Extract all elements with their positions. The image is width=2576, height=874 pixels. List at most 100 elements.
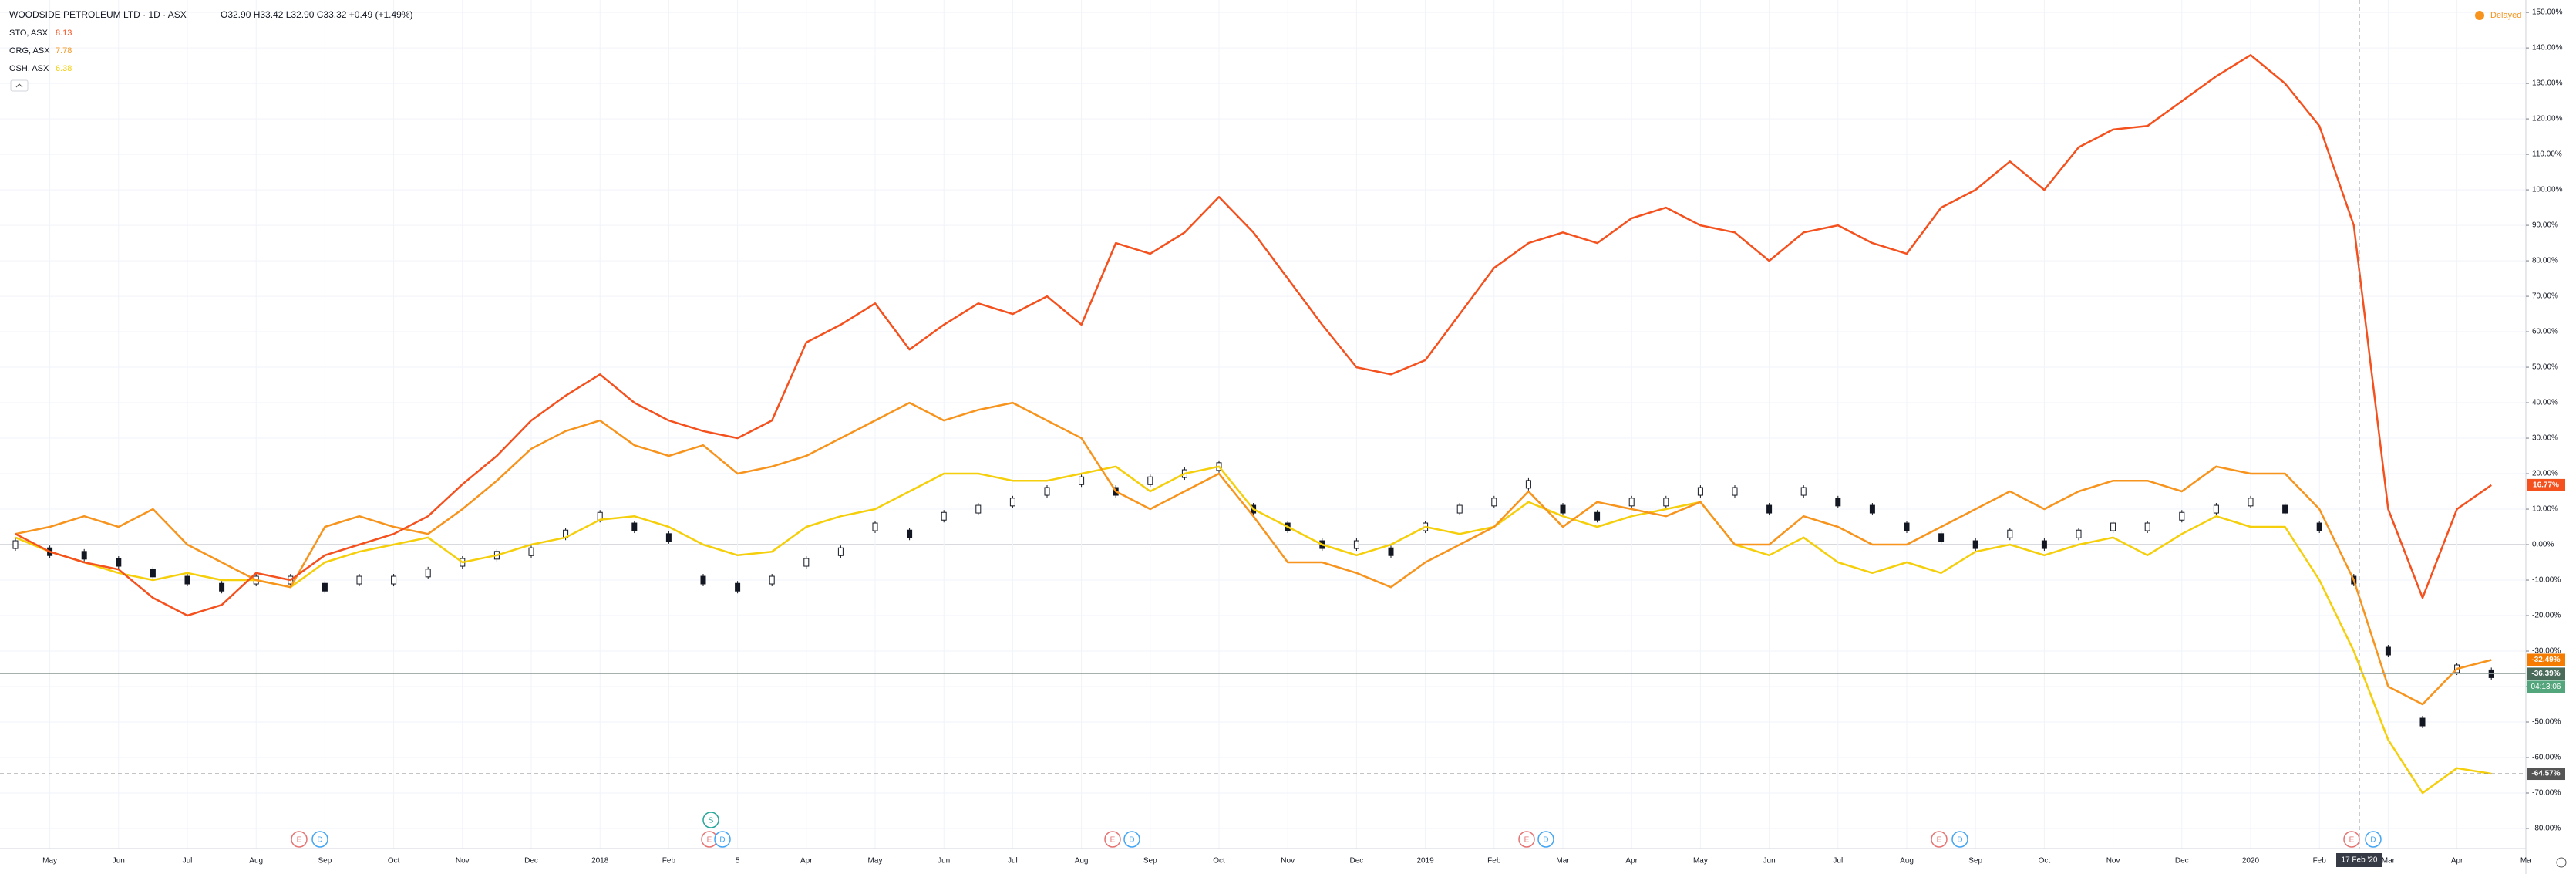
y-tick-label: 10.00%	[2532, 505, 2558, 514]
event-label: S	[709, 817, 714, 825]
y-tick-label: 150.00%	[2532, 8, 2563, 17]
last-value-tag	[2527, 768, 2565, 781]
collapse-icon	[15, 83, 23, 88]
x-tick-label: Dec	[2175, 857, 2189, 866]
candle	[356, 575, 362, 585]
x-tick-label: Nov	[2106, 857, 2120, 866]
event-label: E	[2349, 836, 2355, 845]
x-tick-label: Jul	[183, 857, 193, 866]
candle	[184, 575, 190, 585]
chart-title: WOODSIDE PETROLEUM LTD · 1D · ASX	[9, 9, 187, 20]
candle	[2110, 522, 2116, 531]
candle	[2007, 529, 2013, 538]
candle	[1560, 504, 1566, 514]
settings-icon[interactable]	[2556, 857, 2567, 868]
candle	[1456, 504, 1463, 514]
y-tick-label: -80.00%	[2532, 825, 2561, 833]
last-value-tag	[2527, 478, 2565, 491]
event-marker[interactable]	[714, 831, 731, 848]
x-tick-label: Oct	[1213, 857, 1225, 866]
legend-price: 7.78	[56, 46, 72, 56]
y-tick-label: 80.00%	[2532, 257, 2558, 265]
y-tick-label: 50.00%	[2532, 363, 2558, 372]
event-label: E	[1524, 836, 1530, 845]
countdown-bg	[2527, 680, 2565, 693]
x-tick-label: 2020	[2242, 857, 2260, 866]
series-line	[15, 401, 2492, 706]
x-tick-label: Jun	[1763, 857, 1776, 866]
candle	[116, 558, 122, 567]
candle	[322, 582, 328, 592]
candle	[1525, 480, 1531, 489]
y-tick-label: 100.00%	[2532, 186, 2563, 194]
candle	[769, 575, 775, 585]
last-value-label: -32.49%	[2531, 656, 2560, 664]
candle	[2041, 540, 2047, 549]
collapse-button[interactable]	[10, 79, 29, 92]
x-tick-label: Apr	[2451, 857, 2463, 866]
event-marker[interactable]	[1518, 831, 1535, 848]
x-tick-label: Aug	[249, 857, 263, 866]
candle	[631, 522, 638, 531]
x-tick-label: Jul	[1008, 857, 1018, 866]
candle	[528, 547, 534, 556]
candle	[219, 582, 225, 592]
event-marker[interactable]	[291, 831, 308, 848]
delayed-label: Delayed	[2490, 11, 2521, 20]
event-marker[interactable]	[311, 831, 328, 848]
y-tick-label: 40.00%	[2532, 399, 2558, 407]
event-marker[interactable]	[2343, 831, 2360, 848]
y-tick-label: 0.00%	[2532, 541, 2554, 549]
legend-price: 6.38	[56, 64, 72, 73]
x-tick-label: 5	[736, 857, 740, 866]
candle	[1009, 498, 1015, 507]
x-tick-label: May	[1693, 857, 1708, 866]
candle	[872, 522, 878, 531]
event-marker[interactable]	[1123, 831, 1140, 848]
last-value-label: -64.57%	[2531, 770, 2560, 778]
candle	[1628, 498, 1635, 507]
event-marker[interactable]	[1104, 831, 1121, 848]
series-line	[15, 465, 2492, 795]
x-tick-label: Sep	[1968, 857, 1982, 866]
event-marker[interactable]	[1951, 831, 1968, 848]
grid	[0, 0, 2527, 849]
x-tick-label: Sep	[318, 857, 332, 866]
x-tick-label: Nov	[456, 857, 470, 866]
x-tick-label: 2018	[591, 857, 609, 866]
candle	[837, 547, 844, 556]
event-marker[interactable]	[1931, 831, 1948, 848]
candle	[2282, 504, 2288, 514]
y-tick-label: 60.00%	[2532, 328, 2558, 336]
x-tick-label: Ma	[2520, 857, 2531, 866]
event-marker[interactable]	[702, 812, 719, 828]
candle	[150, 569, 156, 578]
series-line	[15, 54, 2492, 617]
last-value-tag	[2527, 667, 2565, 680]
candle	[2144, 522, 2150, 531]
y-tick-label: 90.00%	[2532, 221, 2558, 230]
event-marker[interactable]	[2365, 831, 2382, 848]
crosshair-date: 17 Feb '20	[2342, 856, 2378, 865]
y-tick-label: -50.00%	[2532, 718, 2561, 727]
candle	[2316, 522, 2322, 531]
x-tick-label: Feb	[662, 857, 676, 866]
x-tick-label: 2019	[1416, 857, 1434, 866]
candle	[2213, 504, 2219, 514]
x-tick-label: Sep	[1143, 857, 1157, 866]
last-value-tag	[2527, 653, 2565, 666]
candle	[2419, 717, 2426, 727]
event-marker[interactable]	[1537, 831, 1554, 848]
y-tick-label: 70.00%	[2532, 292, 2558, 301]
candle	[1697, 487, 1703, 496]
event-label: D	[1543, 836, 1548, 845]
y-tick-label: -10.00%	[2532, 576, 2561, 585]
candle	[1732, 487, 1738, 496]
event-label: D	[1129, 836, 1134, 845]
candle	[2385, 646, 2391, 656]
candle	[803, 558, 810, 567]
x-tick-label: Apr	[800, 857, 813, 866]
candle	[1938, 533, 1945, 542]
